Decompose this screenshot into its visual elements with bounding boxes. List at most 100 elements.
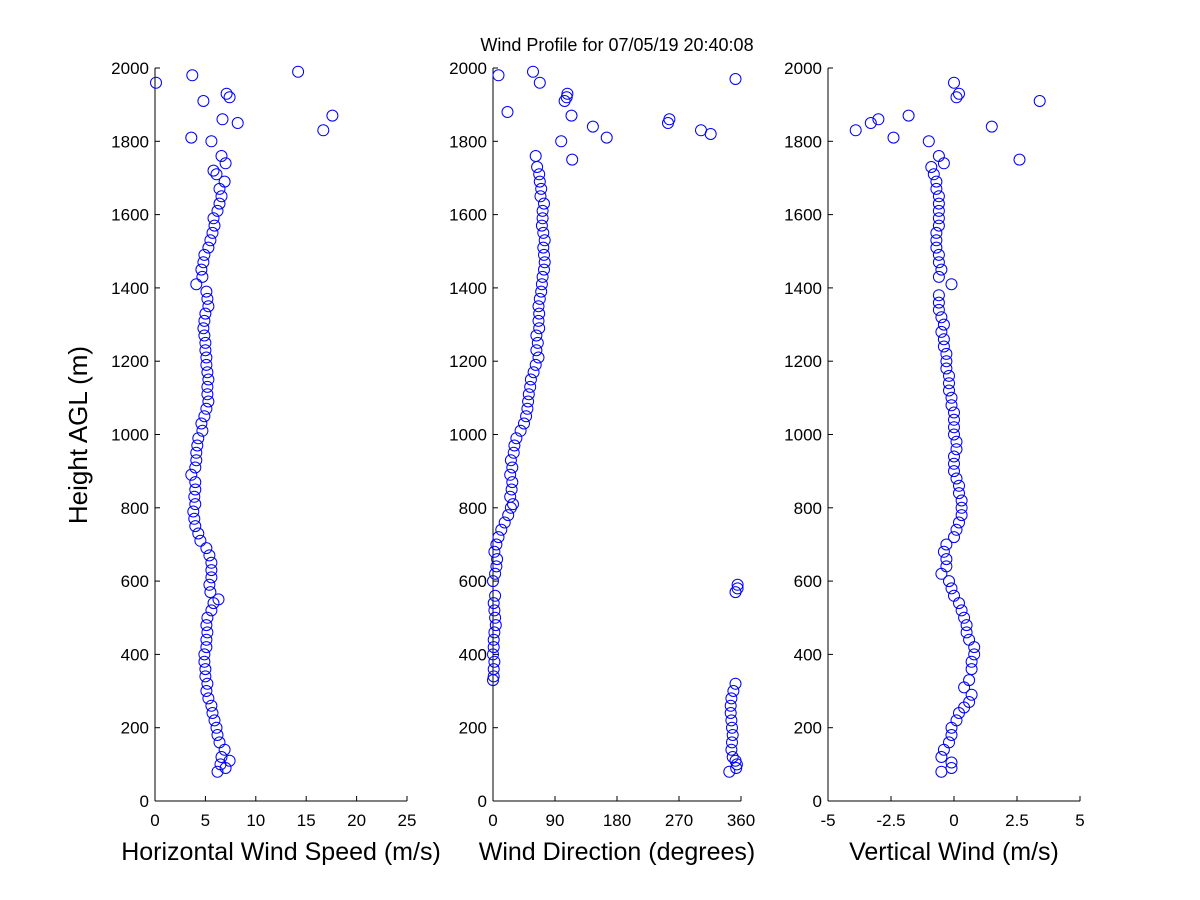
data-point [489,619,502,632]
data-point [725,714,738,727]
data-point [205,556,218,569]
data-point [532,314,545,327]
data-point [487,648,499,661]
y-tick-label: 1000 [784,426,822,445]
y-tick-label: 600 [121,572,149,591]
data-point [487,633,500,646]
data-point [207,164,220,177]
data-point [489,567,502,580]
data-point [189,461,202,474]
data-point [504,490,517,503]
y-tick-label: 2000 [784,59,822,78]
data-point [940,553,953,566]
data-point [533,322,546,335]
data-point [194,534,207,547]
x-tick-label: -5 [820,811,835,830]
x-axis-label: Wind Direction (degrees) [479,838,756,866]
x-tick-label: -2.5 [876,811,905,830]
data-point [488,655,501,668]
data-point [537,241,550,254]
data-point [950,714,963,727]
data-point [190,454,203,467]
y-tick-label: 1400 [784,279,822,298]
y-tick-label: 2000 [449,59,487,78]
data-point [695,124,707,137]
data-point [524,373,537,386]
data-point [204,234,217,247]
data-point [199,336,212,349]
data-point [537,226,550,239]
data-point [535,285,548,298]
data-point [940,538,953,551]
data-point [219,157,232,170]
y-tick-label: 1200 [784,352,822,371]
data-point [538,234,551,247]
figure-title: Wind Profile for 07/05/19 20:40:08 [480,35,753,55]
data-point [530,329,543,342]
data-point [530,344,543,357]
data-point [533,168,546,181]
data-point [210,168,223,181]
data-point [187,505,200,518]
x-tick-label: 270 [665,811,693,830]
data-point [953,487,965,500]
data-point [940,347,953,360]
data-point [963,633,976,646]
data-point [948,406,960,419]
data-point [487,597,500,610]
data-point [600,131,613,144]
data-point [198,248,211,261]
data-point [518,417,530,430]
y-tick-label: 1600 [111,206,149,225]
y-tick-label: 1600 [449,206,487,225]
x-tick-label: 20 [347,811,366,830]
data-point [488,545,501,558]
data-point [205,135,218,148]
data-point [529,358,542,371]
y-tick-label: 800 [121,499,149,518]
data-point [490,560,503,573]
data-point [950,523,963,536]
data-point [940,560,953,573]
data-point [220,87,233,100]
x-tick-label: 180 [603,811,631,830]
data-point [960,619,973,632]
data-point [507,446,520,459]
data-point [935,311,948,324]
data-point [935,751,948,763]
data-point [968,648,981,661]
data-point [196,270,209,283]
data-point [201,626,214,639]
data-point [188,490,201,503]
data-point [953,87,965,100]
data-point [205,564,218,577]
y-tick-label: 1800 [111,132,149,151]
data-point [561,87,574,100]
x-tick-label: 5 [1075,811,1084,830]
data-point [504,468,517,481]
y-axis-label: Height AGL (m) [63,346,93,524]
data-point [218,175,231,188]
data-point [531,336,544,349]
x-tick-label: 90 [546,811,565,830]
data-point [945,756,958,769]
data-point [211,729,224,741]
data-point [731,582,744,595]
data-point [504,454,517,467]
data-point [963,696,976,708]
data-point [205,604,218,617]
data-point [948,421,960,434]
data-point [724,699,737,712]
data-point [930,175,943,188]
data-point [940,362,953,375]
data-point [208,219,221,232]
data-point [985,120,998,133]
data-point [198,648,211,661]
data-point [492,531,505,544]
y-tick-label: 400 [459,645,487,664]
data-point [192,527,205,540]
data-point [189,498,202,511]
data-point [317,124,330,137]
data-point [198,314,211,327]
